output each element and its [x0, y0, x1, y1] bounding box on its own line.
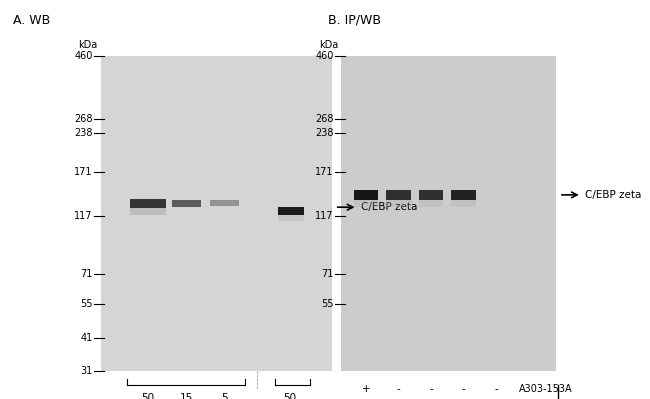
- Text: 71: 71: [81, 269, 93, 279]
- Bar: [451, 190, 476, 200]
- Text: 41: 41: [81, 334, 93, 344]
- Text: A303-153A: A303-153A: [519, 384, 573, 394]
- Text: 5: 5: [221, 393, 228, 399]
- Bar: [354, 200, 378, 207]
- Bar: [451, 200, 476, 207]
- Text: A. WB: A. WB: [13, 14, 50, 27]
- Bar: [386, 200, 411, 207]
- Bar: [131, 208, 166, 215]
- Text: +: +: [361, 384, 370, 394]
- Text: 55: 55: [81, 299, 93, 309]
- Text: 15: 15: [180, 393, 193, 399]
- Text: -: -: [396, 384, 400, 394]
- Text: 171: 171: [315, 166, 333, 176]
- Bar: [131, 199, 166, 208]
- Bar: [172, 200, 202, 207]
- Text: C/EBP zeta: C/EBP zeta: [585, 190, 642, 200]
- Bar: [209, 200, 239, 206]
- Bar: [354, 190, 378, 200]
- Text: kDa: kDa: [318, 40, 338, 50]
- Text: 117: 117: [315, 211, 333, 221]
- Text: -: -: [462, 384, 465, 394]
- Text: 238: 238: [75, 128, 93, 138]
- Text: 268: 268: [75, 114, 93, 124]
- Text: 117: 117: [75, 211, 93, 221]
- Text: 50: 50: [142, 393, 155, 399]
- Text: 460: 460: [315, 51, 333, 61]
- Bar: [419, 190, 443, 200]
- Text: -: -: [429, 384, 433, 394]
- Bar: [278, 207, 304, 215]
- Text: 50: 50: [283, 393, 296, 399]
- Text: 31: 31: [81, 366, 93, 376]
- Text: 171: 171: [75, 166, 93, 176]
- Text: 55: 55: [321, 299, 333, 309]
- Bar: [419, 200, 443, 207]
- Bar: [341, 56, 556, 371]
- Text: 460: 460: [75, 51, 93, 61]
- Text: kDa: kDa: [78, 40, 98, 50]
- Text: 238: 238: [315, 128, 333, 138]
- Bar: [101, 56, 332, 371]
- Text: B. IP/WB: B. IP/WB: [328, 14, 382, 27]
- Text: 71: 71: [321, 269, 333, 279]
- Text: C/EBP zeta: C/EBP zeta: [361, 202, 417, 212]
- Text: -: -: [494, 384, 498, 394]
- Text: 268: 268: [315, 114, 333, 124]
- Bar: [278, 215, 304, 221]
- Bar: [386, 190, 411, 200]
